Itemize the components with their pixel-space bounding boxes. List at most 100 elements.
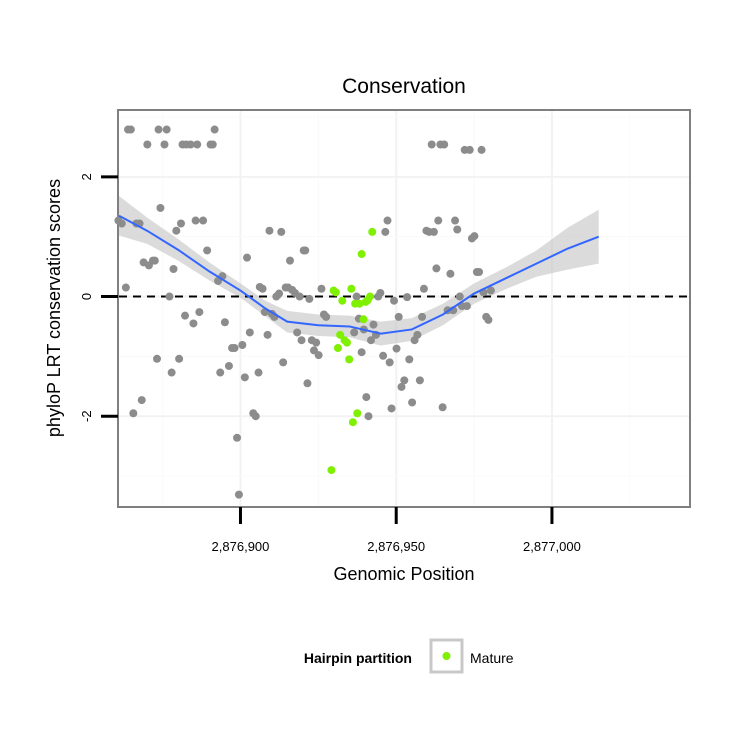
legend-key-mature-dot xyxy=(442,652,451,660)
point-other xyxy=(403,293,412,302)
point-other xyxy=(181,311,190,320)
point-other xyxy=(427,140,436,149)
point-other xyxy=(137,396,146,405)
point-other xyxy=(193,140,202,149)
point-other xyxy=(379,351,388,360)
point-other xyxy=(455,292,464,301)
point-other xyxy=(419,284,428,293)
point-other xyxy=(405,355,414,364)
point-other xyxy=(451,216,460,225)
point-other xyxy=(383,216,392,225)
point-other xyxy=(392,344,401,353)
point-other xyxy=(240,373,249,382)
x-tick-label: 2,876,900 xyxy=(212,539,270,554)
point-other xyxy=(230,344,239,352)
point-mature xyxy=(345,355,354,364)
point-other xyxy=(432,264,441,273)
point-other xyxy=(475,267,484,276)
x-tick-label: 2,877,000 xyxy=(523,539,581,554)
point-other xyxy=(156,203,165,212)
point-other xyxy=(418,312,427,321)
y-tick-label: 2 xyxy=(79,173,94,180)
point-other xyxy=(397,382,406,391)
point-other xyxy=(350,328,359,337)
point-other xyxy=(303,379,312,388)
point-other xyxy=(352,292,361,301)
plot-background xyxy=(117,109,691,508)
legend-entry-mature: Mature xyxy=(470,650,514,666)
point-other xyxy=(314,351,323,360)
point-other xyxy=(297,336,306,345)
point-other xyxy=(400,376,409,385)
point-other xyxy=(362,393,371,402)
data-points xyxy=(114,125,495,499)
point-mature xyxy=(331,288,340,297)
point-other xyxy=(415,376,424,385)
point-other xyxy=(238,341,247,350)
point-other xyxy=(176,219,185,228)
point-other xyxy=(277,227,286,236)
point-mature xyxy=(347,284,356,293)
point-other xyxy=(216,368,225,377)
point-other xyxy=(470,232,479,241)
point-other xyxy=(172,226,181,235)
point-other xyxy=(364,412,373,421)
point-other xyxy=(477,145,486,154)
point-other xyxy=(234,490,243,499)
point-mature xyxy=(355,299,364,308)
point-other xyxy=(160,140,169,149)
point-other xyxy=(322,312,331,321)
point-other xyxy=(203,246,212,255)
chart-title: Conservation xyxy=(342,75,466,98)
point-mature xyxy=(368,227,377,236)
confidence-band xyxy=(119,195,599,346)
smooth-fit-line xyxy=(118,214,600,335)
point-other xyxy=(440,140,449,149)
point-other xyxy=(317,284,326,293)
point-other xyxy=(434,216,443,225)
point-other xyxy=(129,409,138,418)
point-other xyxy=(366,336,375,345)
point-mature xyxy=(327,466,336,475)
y-axis-label: phyloP LRT conservation scores xyxy=(44,179,64,437)
point-other xyxy=(381,227,390,236)
point-other xyxy=(275,289,284,298)
y-tick-label: 0 xyxy=(79,293,94,300)
point-other xyxy=(169,265,178,273)
point-other xyxy=(413,330,422,339)
point-other xyxy=(243,253,252,262)
point-other xyxy=(453,225,462,234)
confidence-band-area xyxy=(119,195,599,346)
point-other xyxy=(251,412,260,421)
point-other xyxy=(254,368,263,377)
point-other xyxy=(126,125,135,134)
smooth-fit-path xyxy=(118,214,600,335)
point-other xyxy=(385,358,394,367)
legend: Hairpin partition Mature xyxy=(304,638,514,674)
point-other xyxy=(376,288,385,297)
point-other xyxy=(286,256,294,265)
point-mature xyxy=(343,338,351,347)
point-other xyxy=(312,338,321,347)
point-other xyxy=(408,398,417,407)
point-other xyxy=(143,140,152,149)
axes: 2,876,900 2,876,950 2,877,000 -2 0 2 xyxy=(79,173,581,554)
legend-title: Hairpin partition xyxy=(304,650,412,666)
x-tick-label: 2,876,950 xyxy=(367,539,425,554)
point-other xyxy=(220,318,229,327)
point-other xyxy=(357,348,366,357)
point-other xyxy=(195,308,204,317)
point-other xyxy=(154,125,163,134)
point-other xyxy=(208,140,217,149)
point-other xyxy=(295,292,304,301)
point-mature xyxy=(336,330,345,339)
point-mature xyxy=(333,344,342,352)
point-other xyxy=(484,315,493,324)
point-other xyxy=(394,312,403,321)
point-other xyxy=(438,403,447,412)
point-other xyxy=(245,328,254,337)
point-other xyxy=(462,302,471,311)
point-mature xyxy=(353,409,362,418)
